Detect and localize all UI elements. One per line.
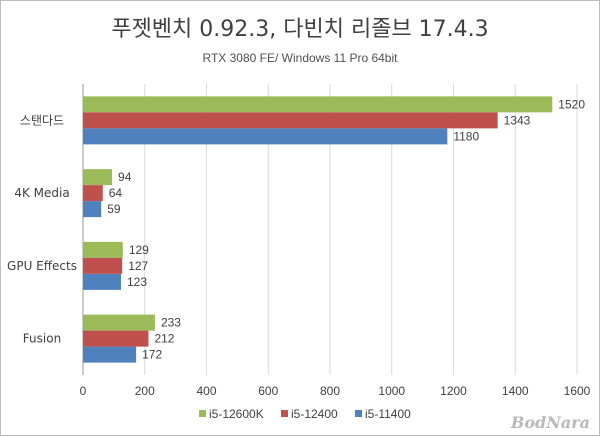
data-label: 94 [118, 170, 132, 184]
legend-label: i5-12600K [209, 407, 264, 421]
data-labels: 1520 1343 1180 94 64 59 129 127 123 233 212 172 [107, 97, 585, 361]
category-labels: 스탠다드 4K Media GPU Effects Fusion [7, 113, 77, 345]
x-tick-label: 1400 [502, 384, 529, 398]
bar [83, 112, 498, 129]
category-label: 스탠다드 [20, 113, 64, 127]
legend-label: i5-12400 [291, 407, 338, 421]
bar [83, 96, 553, 113]
x-tick-label: 1600 [564, 384, 591, 398]
legend-swatch [199, 410, 206, 417]
bar [83, 346, 137, 363]
data-label: 123 [127, 275, 147, 289]
data-label: 1180 [453, 129, 479, 143]
x-tick-label: 1200 [440, 384, 467, 398]
data-label: 1343 [504, 113, 531, 127]
legend-label: i5-11400 [365, 407, 411, 421]
bar [83, 169, 113, 186]
data-label: 64 [109, 186, 123, 200]
bodnara-watermark: BodNara [510, 413, 590, 432]
bars [83, 96, 553, 363]
chart-title: 푸젯벤치 0.92.3, 다빈치 리졸브 17.4.3 [111, 17, 488, 42]
bar [83, 257, 123, 274]
category-label: GPU Effects [7, 259, 77, 273]
x-tick-label: 600 [258, 384, 278, 398]
data-label: 172 [142, 348, 162, 362]
x-tick-label: 200 [135, 384, 155, 398]
legend-swatch [281, 410, 288, 417]
category-label: 4K Media [14, 186, 69, 200]
legend: i5-12600K i5-12400 i5-11400 [199, 407, 411, 421]
data-label: 129 [129, 243, 149, 257]
bar [83, 128, 448, 145]
x-tick-label: 1000 [378, 384, 405, 398]
x-tick-label: 400 [196, 384, 216, 398]
data-label: 1520 [558, 97, 585, 111]
x-tick-label: 0 [80, 384, 87, 398]
bar [83, 241, 123, 258]
x-tick-labels: 0 200 400 600 800 1000 1200 1400 1600 [80, 384, 591, 398]
x-tick-label: 800 [320, 384, 340, 398]
bar [83, 330, 149, 347]
chart-subtitle: RTX 3080 FE/ Windows 11 Pro 64bit [203, 51, 399, 65]
data-label: 212 [154, 332, 174, 346]
data-label: 127 [128, 259, 148, 273]
bar [83, 314, 155, 331]
data-label: 233 [161, 316, 181, 330]
bar [83, 185, 103, 202]
legend-swatch [355, 410, 362, 417]
category-label: Fusion [23, 332, 61, 346]
bar [83, 273, 121, 290]
bar [83, 201, 102, 218]
data-label: 59 [107, 202, 121, 216]
